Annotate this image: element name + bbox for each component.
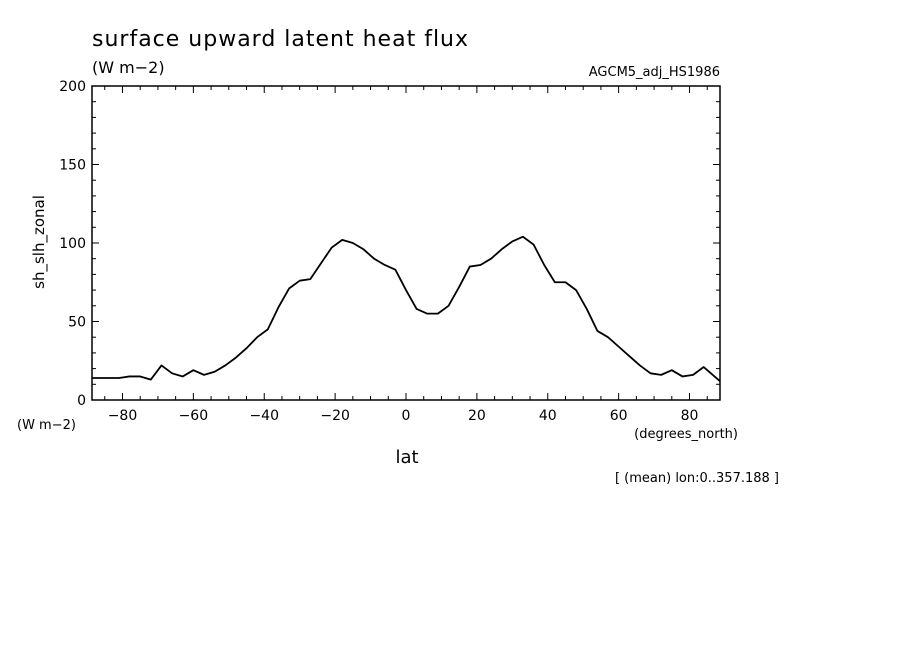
y-tick-label: 200 xyxy=(59,79,86,95)
x-tick-label: −60 xyxy=(179,408,209,424)
chart-title: surface upward latent heat flux xyxy=(92,27,469,52)
chart-units: (W m−2) xyxy=(92,58,165,77)
x-tick-label: 20 xyxy=(468,408,486,424)
series-line-0 xyxy=(92,235,721,382)
y-tick-label: 150 xyxy=(59,158,86,174)
x-tick-label: −80 xyxy=(108,408,138,424)
y-axis-label: sh_slh_zonal xyxy=(30,195,49,289)
experiment-label: AGCM5_adj_HS1986 xyxy=(589,65,720,80)
y-tick-label: 50 xyxy=(68,315,86,331)
x-axis-label: lat xyxy=(395,447,418,468)
y-tick-label: 0 xyxy=(77,393,86,409)
x-tick-label: −20 xyxy=(320,408,350,424)
plot-frame xyxy=(91,85,721,401)
x-tick-label: 40 xyxy=(539,408,557,424)
x-tick-label: 0 xyxy=(402,408,411,424)
y-units-corner: (W m−2) xyxy=(17,418,76,433)
x-tick-label: 60 xyxy=(610,408,628,424)
x-tick-label: 80 xyxy=(681,408,699,424)
axis-tick-labels: −80 −60 −40 −20 0 20 40 60 80 0 50 100 150 200 xyxy=(59,79,698,424)
series-layer xyxy=(92,235,721,382)
y-tick-label: 100 xyxy=(59,236,86,252)
footer-note: [ (mean) lon:0..357.188 ] xyxy=(615,471,779,486)
x-units-corner: (degrees_north) xyxy=(634,427,738,442)
x-tick-label: −40 xyxy=(249,408,279,424)
